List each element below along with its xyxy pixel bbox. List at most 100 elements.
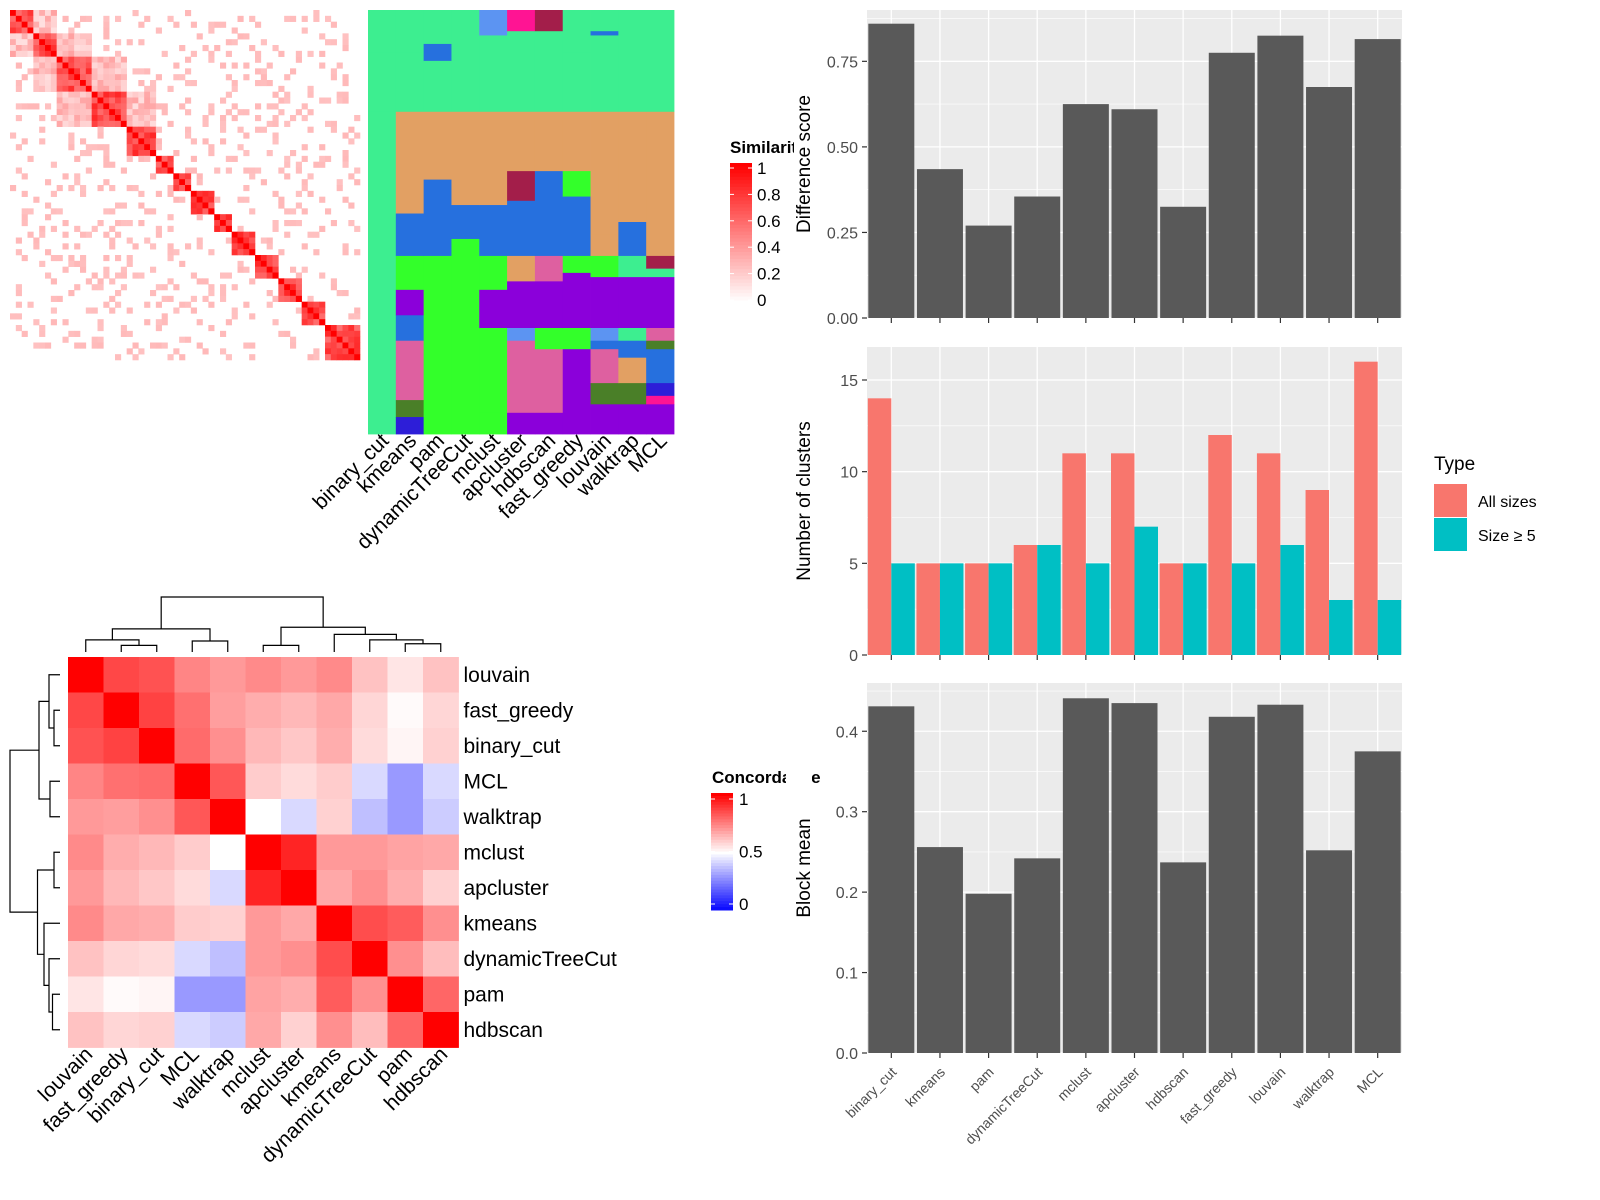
similarity-legend-gradient-step [730, 296, 752, 301]
similarity-cell [115, 231, 122, 238]
membership-cell [646, 268, 675, 278]
similarity-cell [68, 138, 75, 145]
similarity-cell [132, 10, 139, 17]
similarity-cell [196, 214, 203, 221]
similarity-cell [85, 68, 92, 75]
similarity-cell [342, 348, 349, 355]
bar-size-ge-5 [1329, 600, 1353, 655]
concordance-cell [139, 728, 175, 764]
similarity-cell [161, 295, 168, 302]
similarity-cell [220, 97, 227, 104]
bar-all-sizes [1256, 453, 1281, 655]
similarity-cell [325, 208, 332, 215]
similarity-cell [144, 120, 151, 127]
similarity-cell [45, 27, 52, 34]
similarity-cell [27, 27, 34, 34]
concordance-legend-gradient-step [711, 793, 733, 797]
concordance-legend-gradient-step [711, 848, 733, 852]
similarity-cell [243, 237, 250, 244]
similarity-cell [173, 348, 180, 355]
concordance-cell [423, 976, 459, 1013]
similarity-cell [301, 243, 308, 250]
similarity-cell [33, 50, 40, 57]
membership-cell [646, 395, 675, 405]
similarity-cell [290, 284, 297, 291]
similarity-cell [249, 231, 256, 238]
concordance-cell [174, 976, 211, 1013]
similarity-cell [225, 354, 232, 361]
concordance-cell [68, 763, 104, 800]
similarity-cell [272, 91, 279, 98]
similarity-cell [173, 21, 180, 28]
similarity-cell [97, 325, 104, 332]
similarity-cell [307, 319, 314, 326]
concordance-cell [423, 728, 459, 764]
concordance-legend-gradient-step [711, 836, 733, 841]
similarity-cell [50, 27, 57, 34]
similarity-cell [231, 85, 238, 92]
similarity-cell [45, 68, 52, 75]
similarity-cell [237, 237, 244, 244]
column-dendrogram-branch [333, 633, 397, 652]
similarity-cell [325, 97, 332, 104]
membership-cell [534, 281, 564, 329]
similarity-cell [272, 295, 279, 302]
similarity-cell [132, 272, 139, 279]
similarity-cell [330, 126, 337, 133]
similarity-cell [39, 15, 46, 22]
membership-cell [590, 111, 619, 236]
concordance-row-label: mclust [464, 841, 525, 864]
similarity-cell [290, 208, 297, 215]
similarity-cell [15, 10, 22, 17]
similarity-cell [167, 15, 174, 22]
concordance-legend-gradient-step [711, 907, 733, 911]
concordance-cell [103, 834, 140, 871]
concordance-cell [387, 941, 424, 977]
similarity-cell [109, 208, 116, 215]
similarity-cell [278, 167, 285, 174]
similarity-cell [62, 115, 69, 122]
similarity-cell [260, 68, 267, 75]
similarity-cell [342, 325, 349, 332]
bar [1062, 698, 1109, 1053]
membership-cell [646, 383, 675, 397]
concordance-cell [281, 905, 317, 942]
similarity-cell [260, 179, 267, 186]
y-tick-label: 15 [840, 373, 858, 390]
similarity-cell [62, 319, 69, 326]
similarity-cell [91, 97, 98, 104]
similarity-cell [97, 56, 104, 63]
concordance-cell [387, 799, 424, 835]
similarity-cell [50, 39, 57, 46]
row-dendrogram-branch [51, 993, 60, 1031]
concordance-cell [387, 834, 424, 871]
similarity-cell [214, 214, 221, 221]
similarity-cell [272, 132, 279, 139]
similarity-cell [56, 45, 63, 52]
similarity-cell [307, 85, 314, 92]
similarity-cell [155, 342, 162, 349]
similarity-cell [161, 103, 168, 110]
similarity-cell [85, 85, 92, 92]
similarity-cell [150, 132, 157, 139]
similarity-cell [138, 109, 145, 116]
similarity-cell [231, 155, 238, 162]
similarity-cell [115, 301, 122, 308]
concordance-cell [174, 870, 211, 906]
similarity-cell [301, 185, 308, 192]
similarity-cell [173, 307, 180, 314]
concordance-cell [352, 941, 388, 977]
bar-size-ge-5 [1037, 545, 1061, 655]
concordance-cell [352, 870, 388, 906]
similarity-cell [330, 120, 337, 127]
similarity-cell [144, 85, 151, 92]
membership-cell [507, 328, 536, 342]
similarity-cell [103, 301, 110, 308]
similarity-cell [208, 202, 215, 209]
similarity-cell [132, 243, 139, 250]
similarity-cell [27, 10, 34, 17]
similarity-cell [284, 173, 291, 180]
concordance-legend-gradient-step [711, 831, 733, 835]
similarity-cell [91, 225, 98, 232]
